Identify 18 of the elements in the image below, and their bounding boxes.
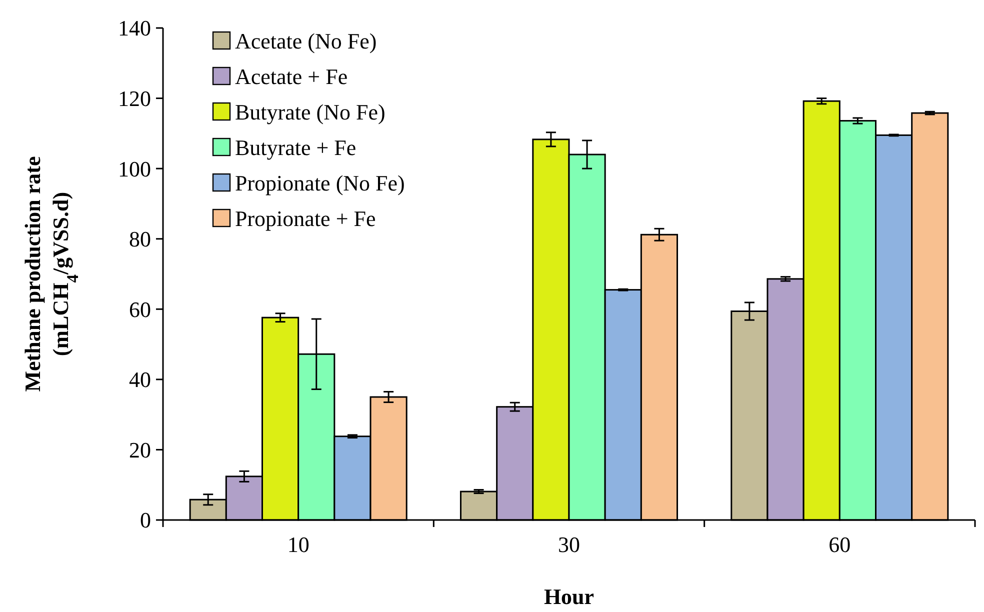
y-tick-label: 100 — [118, 156, 151, 182]
x-tick-label: 30 — [558, 532, 580, 557]
y-tick-label: 120 — [118, 86, 151, 111]
legend-label: Acetate + Fe — [235, 64, 348, 90]
y-tick-label: 20 — [129, 437, 151, 462]
y-tick-label: 140 — [118, 16, 151, 41]
legend-label: Butyrate + Fe — [235, 135, 356, 160]
legend-label: Propionate (No Fe) — [235, 170, 405, 196]
y-tick-label: 0 — [140, 508, 151, 533]
x-axis-title: Hour — [544, 584, 594, 609]
x-tick-label: 60 — [828, 532, 851, 557]
y-tick-label: 60 — [129, 296, 151, 322]
y-tick-label: 80 — [129, 226, 151, 252]
legend-label: Butyrate (No Fe) — [235, 100, 386, 125]
legend-label: Propionate + Fe — [235, 206, 376, 232]
legend-label: Acetate (No Fe) — [235, 28, 377, 54]
x-tick-label: 10 — [287, 532, 310, 557]
y-tick-label: 40 — [129, 367, 151, 392]
